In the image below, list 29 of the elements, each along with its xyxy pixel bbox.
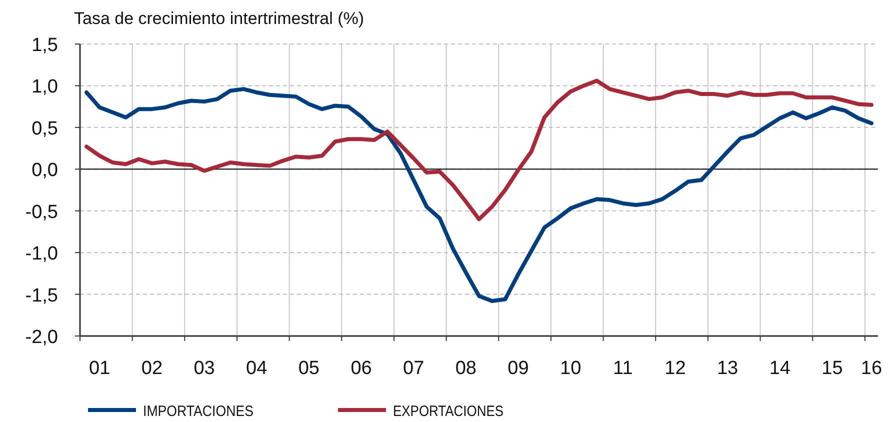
x-tick-label: 14: [769, 358, 791, 379]
y-tick-label: -2,0: [25, 327, 58, 348]
legend-label: IMPORTACIONES: [143, 403, 268, 420]
x-tick-label: 16: [860, 358, 882, 379]
legend-label: EXPORTACIONES: [393, 403, 521, 420]
y-tick-label: 0,5: [32, 118, 58, 140]
y-tick-label: -0,5: [25, 202, 58, 223]
line-series: [84, 78, 874, 222]
x-tick-label: 04: [246, 358, 268, 379]
x-tick-label: 10: [560, 358, 582, 379]
x-tick-label: 08: [455, 358, 476, 379]
y-tick-label: -1,5: [25, 285, 58, 306]
y-tick-label: 0,0: [32, 160, 58, 182]
x-tick-label: 07: [403, 358, 424, 379]
x-tick-label: 05: [298, 358, 320, 379]
x-tick-label: 12: [664, 358, 686, 379]
x-tick-label: 11: [613, 358, 633, 379]
y-tick-label: -1,0: [25, 244, 58, 265]
line-series: [84, 87, 874, 303]
x-tick-label: 01: [89, 358, 110, 379]
x-tick-label: 09: [508, 358, 529, 379]
x-tick-label: 15: [822, 358, 843, 379]
x-tick-label: 02: [141, 358, 163, 379]
y-tick-label: 1,0: [32, 76, 58, 98]
x-tick-label: 03: [194, 358, 215, 379]
y-tick-label: 1,5: [32, 35, 58, 56]
x-tick-label: 13: [716, 358, 738, 379]
x-tick-label: 06: [350, 358, 372, 379]
y-axis-title: Tasa de crecimiento intertrimestral (%): [74, 9, 364, 28]
